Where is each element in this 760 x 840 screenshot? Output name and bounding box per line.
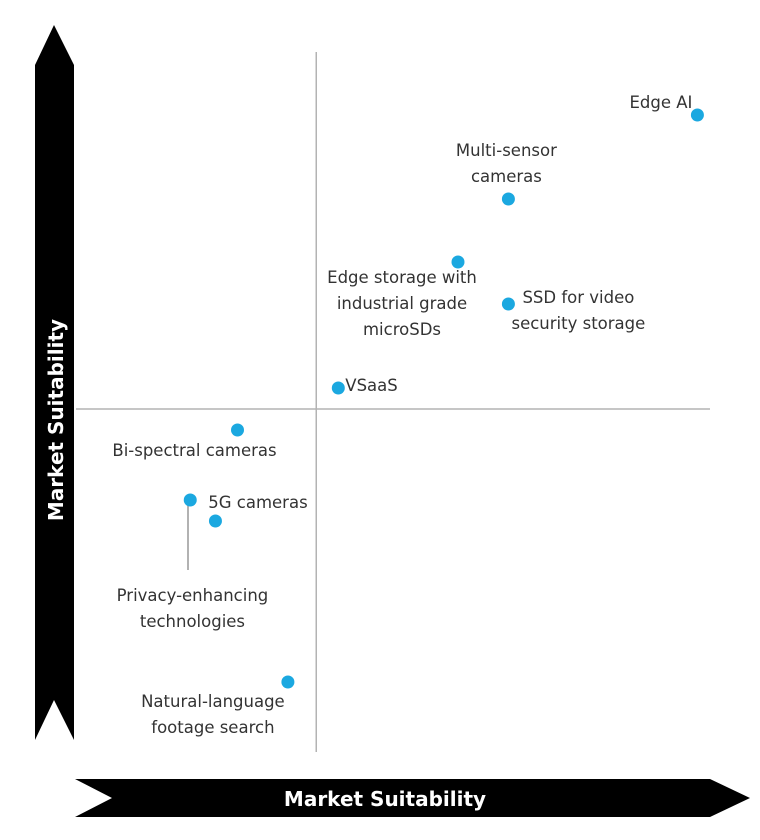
data-point — [231, 423, 244, 437]
data-point — [331, 381, 345, 395]
data-label: 5G cameras — [208, 493, 307, 512]
data-label: Bi-spectral cameras — [112, 441, 276, 460]
x-axis-arrow — [75, 779, 750, 817]
data-label: Privacy-enhancing technologies — [117, 586, 269, 631]
data-point — [690, 108, 704, 122]
data-point — [183, 493, 197, 507]
y-axis-label: Market Suitability — [44, 319, 68, 521]
data-label: Natural-language footage search — [141, 692, 285, 737]
data-points — [183, 108, 704, 689]
data-label: Multi-sensor cameras — [456, 141, 557, 186]
data-point — [501, 297, 515, 311]
data-point — [501, 192, 515, 206]
x-axis-label: Market Suitability — [284, 787, 486, 811]
data-label: Edge storage with industrial grade microSD… — [327, 268, 477, 339]
data-labels: Edge AI Multi-sensor cameras Edge storage w… — [112, 93, 692, 737]
data-point — [451, 255, 465, 269]
data-point — [208, 514, 222, 528]
data-point — [281, 675, 295, 689]
y-axis-arrow — [35, 25, 74, 740]
data-label: VSaaS — [345, 376, 397, 395]
data-label: Edge AI — [629, 93, 692, 112]
data-label: SSD for video security storage — [511, 288, 645, 333]
